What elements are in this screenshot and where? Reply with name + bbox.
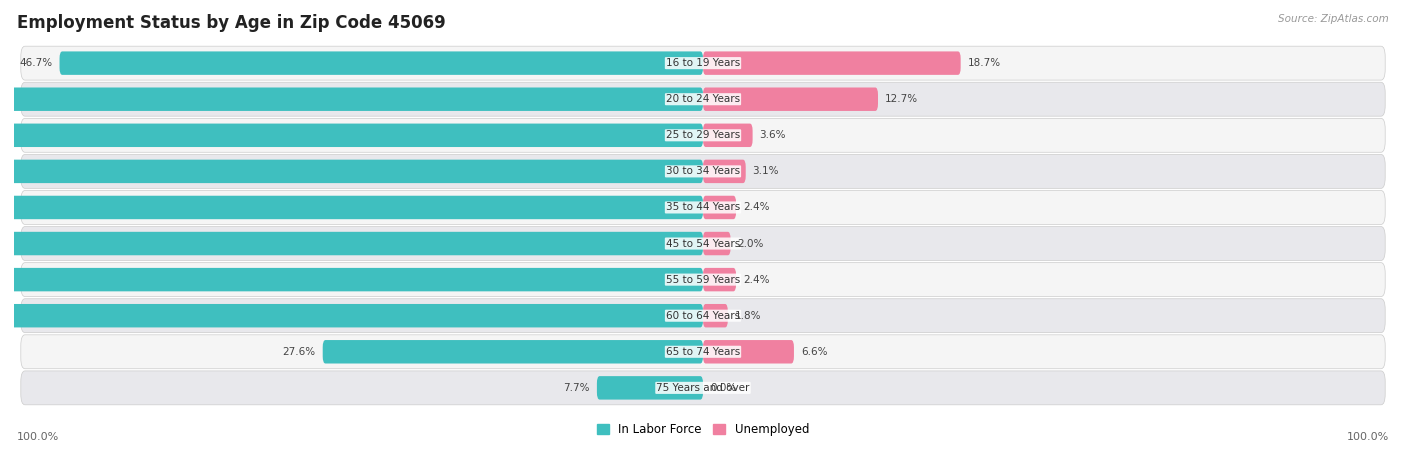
FancyBboxPatch shape [21,335,1385,369]
Text: 60 to 64 Years: 60 to 64 Years [666,311,740,321]
Text: 100.0%: 100.0% [17,432,59,442]
FancyBboxPatch shape [21,46,1385,80]
Text: 30 to 34 Years: 30 to 34 Years [666,166,740,176]
FancyBboxPatch shape [703,304,728,327]
FancyBboxPatch shape [0,124,703,147]
FancyBboxPatch shape [0,196,703,219]
FancyBboxPatch shape [21,262,1385,297]
FancyBboxPatch shape [21,82,1385,116]
FancyBboxPatch shape [703,268,737,291]
FancyBboxPatch shape [703,196,737,219]
Text: Employment Status by Age in Zip Code 45069: Employment Status by Age in Zip Code 450… [17,14,446,32]
FancyBboxPatch shape [703,87,877,111]
FancyBboxPatch shape [0,160,703,183]
Text: 27.6%: 27.6% [283,347,316,357]
FancyBboxPatch shape [21,118,1385,152]
FancyBboxPatch shape [703,232,731,255]
Text: 7.7%: 7.7% [564,383,591,393]
Text: Source: ZipAtlas.com: Source: ZipAtlas.com [1278,14,1389,23]
Text: 25 to 29 Years: 25 to 29 Years [666,130,740,140]
Text: 12.7%: 12.7% [884,94,918,104]
Text: 1.8%: 1.8% [735,311,761,321]
Text: 2.0%: 2.0% [738,239,763,249]
Text: 3.1%: 3.1% [752,166,779,176]
FancyBboxPatch shape [21,226,1385,261]
FancyBboxPatch shape [21,190,1385,225]
Text: 55 to 59 Years: 55 to 59 Years [666,275,740,285]
Text: 75 Years and over: 75 Years and over [657,383,749,393]
Text: 18.7%: 18.7% [967,58,1001,68]
Text: 0.0%: 0.0% [710,383,737,393]
Text: 35 to 44 Years: 35 to 44 Years [666,202,740,212]
FancyBboxPatch shape [59,51,703,75]
FancyBboxPatch shape [0,304,703,327]
FancyBboxPatch shape [703,160,745,183]
FancyBboxPatch shape [21,371,1385,405]
Text: 45 to 54 Years: 45 to 54 Years [666,239,740,249]
FancyBboxPatch shape [0,268,703,291]
FancyBboxPatch shape [323,340,703,364]
Text: 2.4%: 2.4% [742,275,769,285]
Text: 100.0%: 100.0% [1347,432,1389,442]
FancyBboxPatch shape [0,232,703,255]
FancyBboxPatch shape [703,51,960,75]
FancyBboxPatch shape [21,299,1385,333]
FancyBboxPatch shape [703,124,752,147]
Text: 3.6%: 3.6% [759,130,786,140]
Text: 16 to 19 Years: 16 to 19 Years [666,58,740,68]
FancyBboxPatch shape [703,340,794,364]
FancyBboxPatch shape [598,376,703,400]
FancyBboxPatch shape [21,154,1385,189]
Legend: In Labor Force, Unemployed: In Labor Force, Unemployed [592,418,814,441]
FancyBboxPatch shape [0,87,703,111]
Text: 2.4%: 2.4% [742,202,769,212]
Text: 65 to 74 Years: 65 to 74 Years [666,347,740,357]
Text: 6.6%: 6.6% [801,347,827,357]
Text: 20 to 24 Years: 20 to 24 Years [666,94,740,104]
Text: 46.7%: 46.7% [20,58,52,68]
